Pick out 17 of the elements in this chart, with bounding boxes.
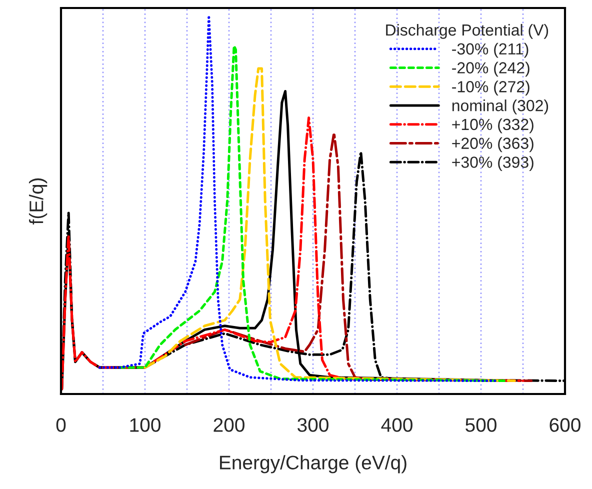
legend-label: nominal (302) [452, 100, 548, 114]
x-axis-title: Energy/Charge (eV/q) [220, 455, 406, 474]
legend-label: -10% (272) [452, 80, 530, 96]
x-tick-label: 400 [381, 418, 412, 432]
legend-label: +30% (393) [452, 156, 534, 172]
legend-title: Discharge Potential (V) [386, 24, 548, 39]
legend-label: +20% (363) [452, 137, 534, 152]
legend-label: -30% (211) [452, 42, 528, 58]
legend-label: -20% (242) [452, 62, 530, 77]
y-axis-title: f(E/q) [28, 178, 48, 224]
x-tick-label: 100 [130, 418, 160, 432]
x-tick-label: 0 [56, 418, 66, 432]
x-tick-label: 600 [550, 418, 580, 432]
x-tick-label: 300 [298, 418, 328, 432]
legend-label: +10% (332) [452, 118, 534, 134]
x-tick-label: 200 [214, 418, 244, 432]
x-tick-label: 500 [466, 418, 496, 432]
